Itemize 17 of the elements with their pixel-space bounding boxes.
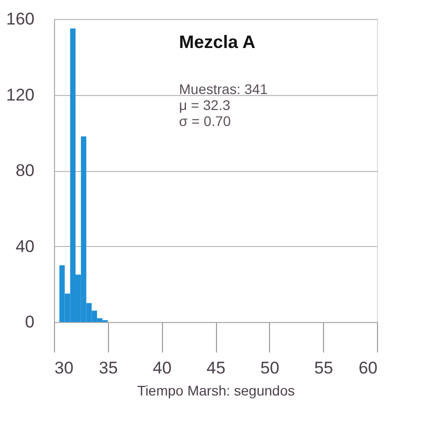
x-tick-label: 40 bbox=[152, 358, 172, 378]
annotation: μ = 32.3 bbox=[179, 97, 230, 113]
annotation: Muestras: 341 bbox=[179, 81, 268, 97]
x-tick-label: 30 bbox=[54, 358, 74, 378]
x-tick-label: 35 bbox=[98, 358, 118, 378]
y-tick-label: 120 bbox=[6, 85, 34, 104]
y-tick-label: 0 bbox=[25, 312, 34, 332]
x-axis-title: Tiempo Marsh: segundos bbox=[137, 382, 295, 398]
text: Mezcla A bbox=[179, 32, 256, 52]
x-tick-label: 60 bbox=[358, 358, 378, 378]
y-tick-label: 80 bbox=[16, 161, 34, 180]
x-tick-label: 45 bbox=[206, 358, 226, 378]
annotation: σ = 0.70 bbox=[179, 113, 232, 129]
x-tick-label: 50 bbox=[260, 358, 280, 378]
x-tick-label: 55 bbox=[314, 358, 334, 378]
y-tick-label: 40 bbox=[16, 236, 34, 256]
y-tick-label: 160 bbox=[6, 10, 34, 28]
